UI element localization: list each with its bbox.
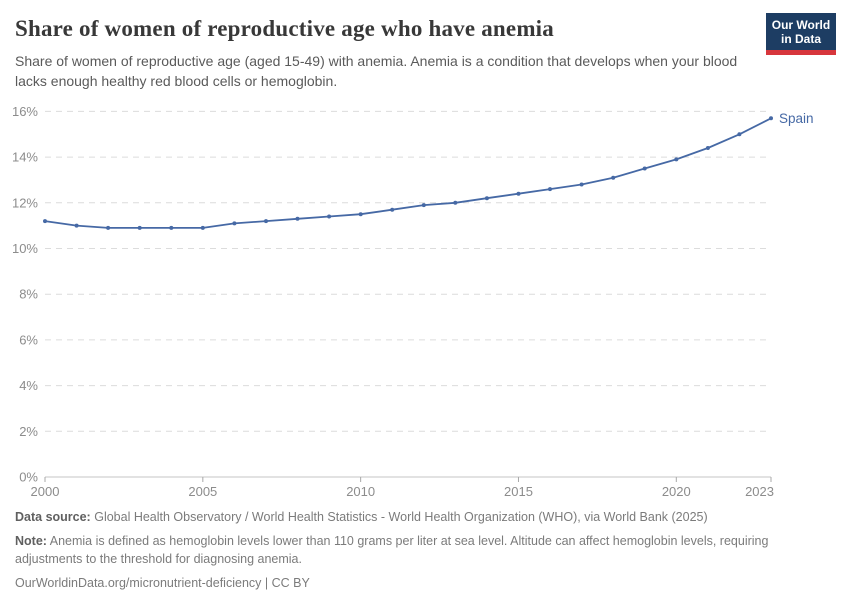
y-axis-tick-label: 16% [12, 104, 38, 119]
x-axis-tick-label: 2023 [745, 484, 774, 499]
line-chart[interactable]: 0% 2% 4% 6% 8% 10% 12% 14% 16% 2000 2005 2010 2015 20… [0, 95, 850, 510]
data-source-label: Data source: [15, 510, 91, 524]
y-axis-tick-label: 14% [12, 150, 38, 165]
data-point[interactable] [327, 214, 332, 219]
data-point[interactable] [611, 175, 616, 180]
owid-logo: Our World in Data [766, 13, 836, 55]
data-point[interactable] [358, 212, 363, 217]
data-point[interactable] [137, 225, 142, 230]
owid-logo-line2: in Data [780, 32, 821, 46]
data-source-line: Data source: Global Health Observatory /… [15, 508, 827, 527]
license-line: OurWorldinData.org/micronutrient-deficie… [15, 574, 827, 593]
data-point[interactable] [390, 207, 395, 212]
y-axis-tick-label: 6% [19, 332, 38, 347]
chart-footer: Data source: Global Health Observatory /… [15, 508, 827, 597]
x-axis-tick-label: 2020 [662, 484, 691, 499]
data-point[interactable] [421, 203, 426, 208]
data-point[interactable] [264, 219, 268, 224]
x-axis-tick-label: 2015 [504, 484, 533, 499]
y-axis-tick-label: 2% [19, 424, 38, 439]
x-axis-tick-label: 2010 [346, 484, 375, 499]
owid-logo-line1: Our World [771, 18, 831, 32]
data-point[interactable] [232, 221, 237, 226]
data-point[interactable] [705, 146, 710, 150]
y-axis-tick-label: 10% [12, 241, 38, 256]
data-point[interactable] [106, 225, 111, 230]
data-point[interactable] [769, 116, 773, 121]
license-separator: | [264, 575, 269, 590]
x-axis-tick-label: 2000 [31, 484, 60, 499]
owid-url-link[interactable]: OurWorldinData.org/micronutrient-deficie… [15, 575, 262, 590]
data-point[interactable] [737, 132, 742, 137]
data-point[interactable] [453, 200, 458, 205]
y-axis-tick-label: 12% [12, 195, 38, 210]
series-end-label: Spain [779, 111, 814, 126]
data-point[interactable] [579, 182, 584, 187]
y-axis-tick-label: 0% [19, 470, 38, 485]
data-point[interactable] [516, 191, 521, 196]
data-point[interactable] [200, 225, 205, 230]
data-point[interactable] [642, 166, 647, 171]
data-point[interactable] [484, 196, 489, 201]
data-point[interactable] [74, 223, 79, 228]
data-point[interactable] [43, 219, 47, 224]
data-source-text: Global Health Observatory / World Health… [94, 510, 708, 524]
note-line: Note: Anemia is defined as hemoglobin le… [15, 532, 827, 569]
trend-line[interactable] [44, 117, 772, 229]
data-point[interactable] [169, 225, 174, 230]
y-axis-tick-label: 4% [19, 378, 38, 393]
note-label: Note: [15, 533, 47, 548]
data-point[interactable] [674, 157, 679, 162]
note-text: Anemia is defined as hemoglobin levels l… [15, 533, 769, 567]
x-axis-tick-label: 2005 [188, 484, 217, 499]
data-point[interactable] [548, 187, 552, 192]
license-label: CC BY [271, 575, 310, 590]
y-axis-tick-label: 8% [19, 287, 38, 302]
page-title: Share of women of reproductive age who h… [15, 16, 554, 41]
data-point[interactable] [295, 216, 300, 221]
chart-subtitle: Share of women of reproductive age (aged… [15, 53, 738, 89]
